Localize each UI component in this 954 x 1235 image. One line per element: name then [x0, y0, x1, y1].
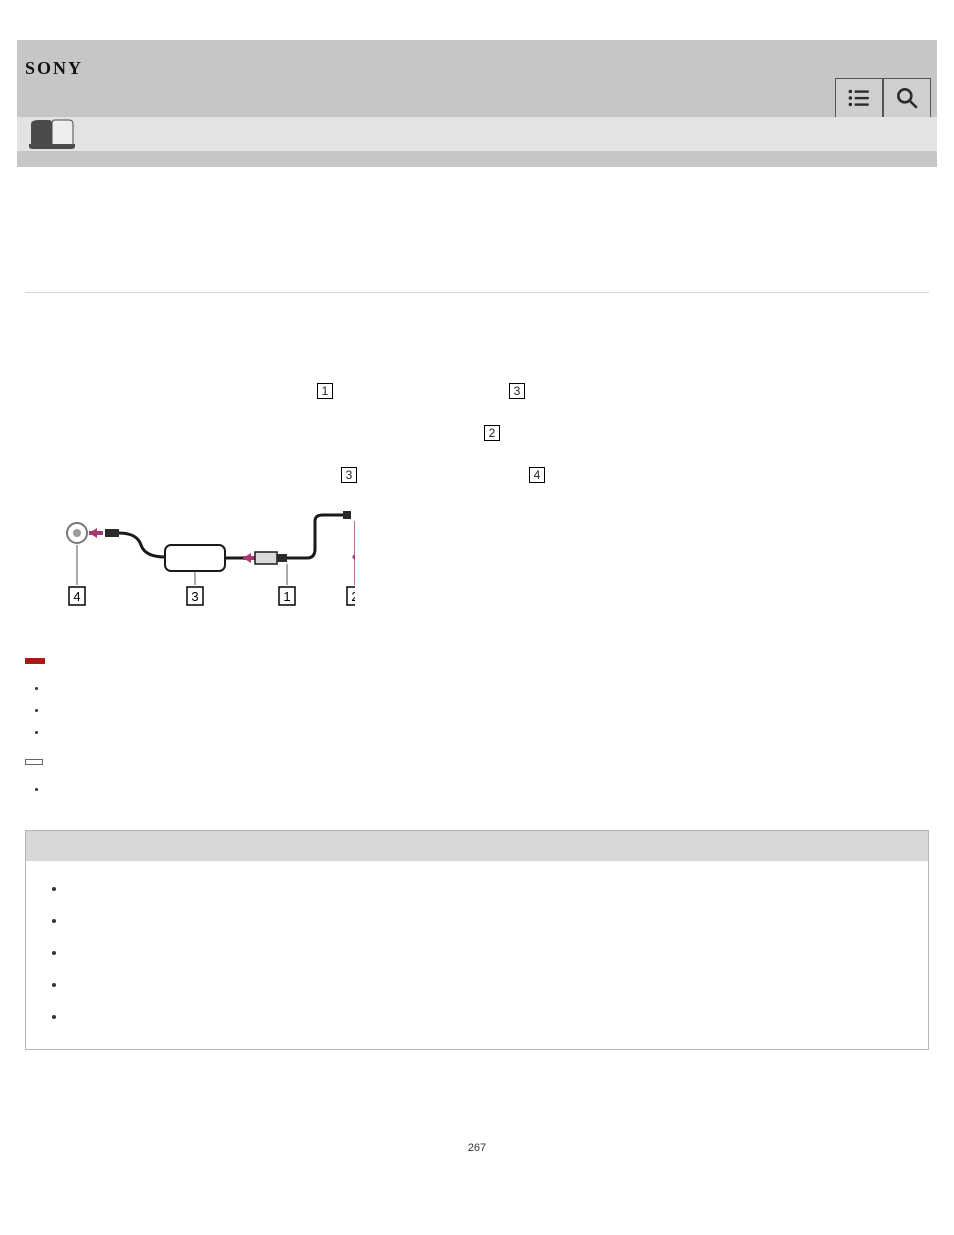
step-lines: 1 3 2 3 4: [25, 383, 929, 483]
note-block: [25, 658, 929, 733]
diagram-label-2: 2: [351, 589, 355, 604]
ref-box: 3: [341, 467, 357, 483]
hint-badge: [25, 759, 43, 765]
related-topics-header: [26, 831, 928, 861]
search-button[interactable]: [883, 78, 931, 118]
step-line-2: 2: [25, 425, 929, 441]
ref-box: 1: [317, 383, 333, 399]
brand-logo: SONY: [25, 58, 83, 79]
diagram-label-3: 3: [191, 589, 198, 604]
manual-tab-icon[interactable]: [25, 116, 79, 157]
step-line-1: 1 3: [25, 383, 929, 399]
hint-item: [47, 784, 929, 790]
note-item: [47, 727, 929, 733]
toc-button[interactable]: [835, 78, 883, 118]
diagram-label-4: 4: [73, 589, 80, 604]
connection-diagram: 4 3 1 2: [25, 509, 929, 634]
related-item[interactable]: [66, 977, 904, 985]
search-icon: [894, 85, 920, 111]
ref-box: 4: [529, 467, 545, 483]
list-icon: [846, 85, 872, 111]
related-item[interactable]: [66, 913, 904, 921]
note-badge: [25, 658, 45, 664]
related-item[interactable]: [66, 881, 904, 889]
hint-block: [25, 749, 929, 790]
related-item[interactable]: [66, 945, 904, 953]
ref-box: 3: [509, 383, 525, 399]
related-item[interactable]: [66, 1009, 904, 1017]
page-number: 267: [25, 1142, 929, 1184]
step-line-3: 3 4: [25, 467, 929, 483]
ref-box: 2: [484, 425, 500, 441]
note-item: [47, 683, 929, 689]
related-topics: [25, 830, 929, 1050]
header-band: SONY: [17, 40, 937, 167]
diagram-label-1: 1: [283, 589, 290, 604]
note-item: [47, 705, 929, 711]
